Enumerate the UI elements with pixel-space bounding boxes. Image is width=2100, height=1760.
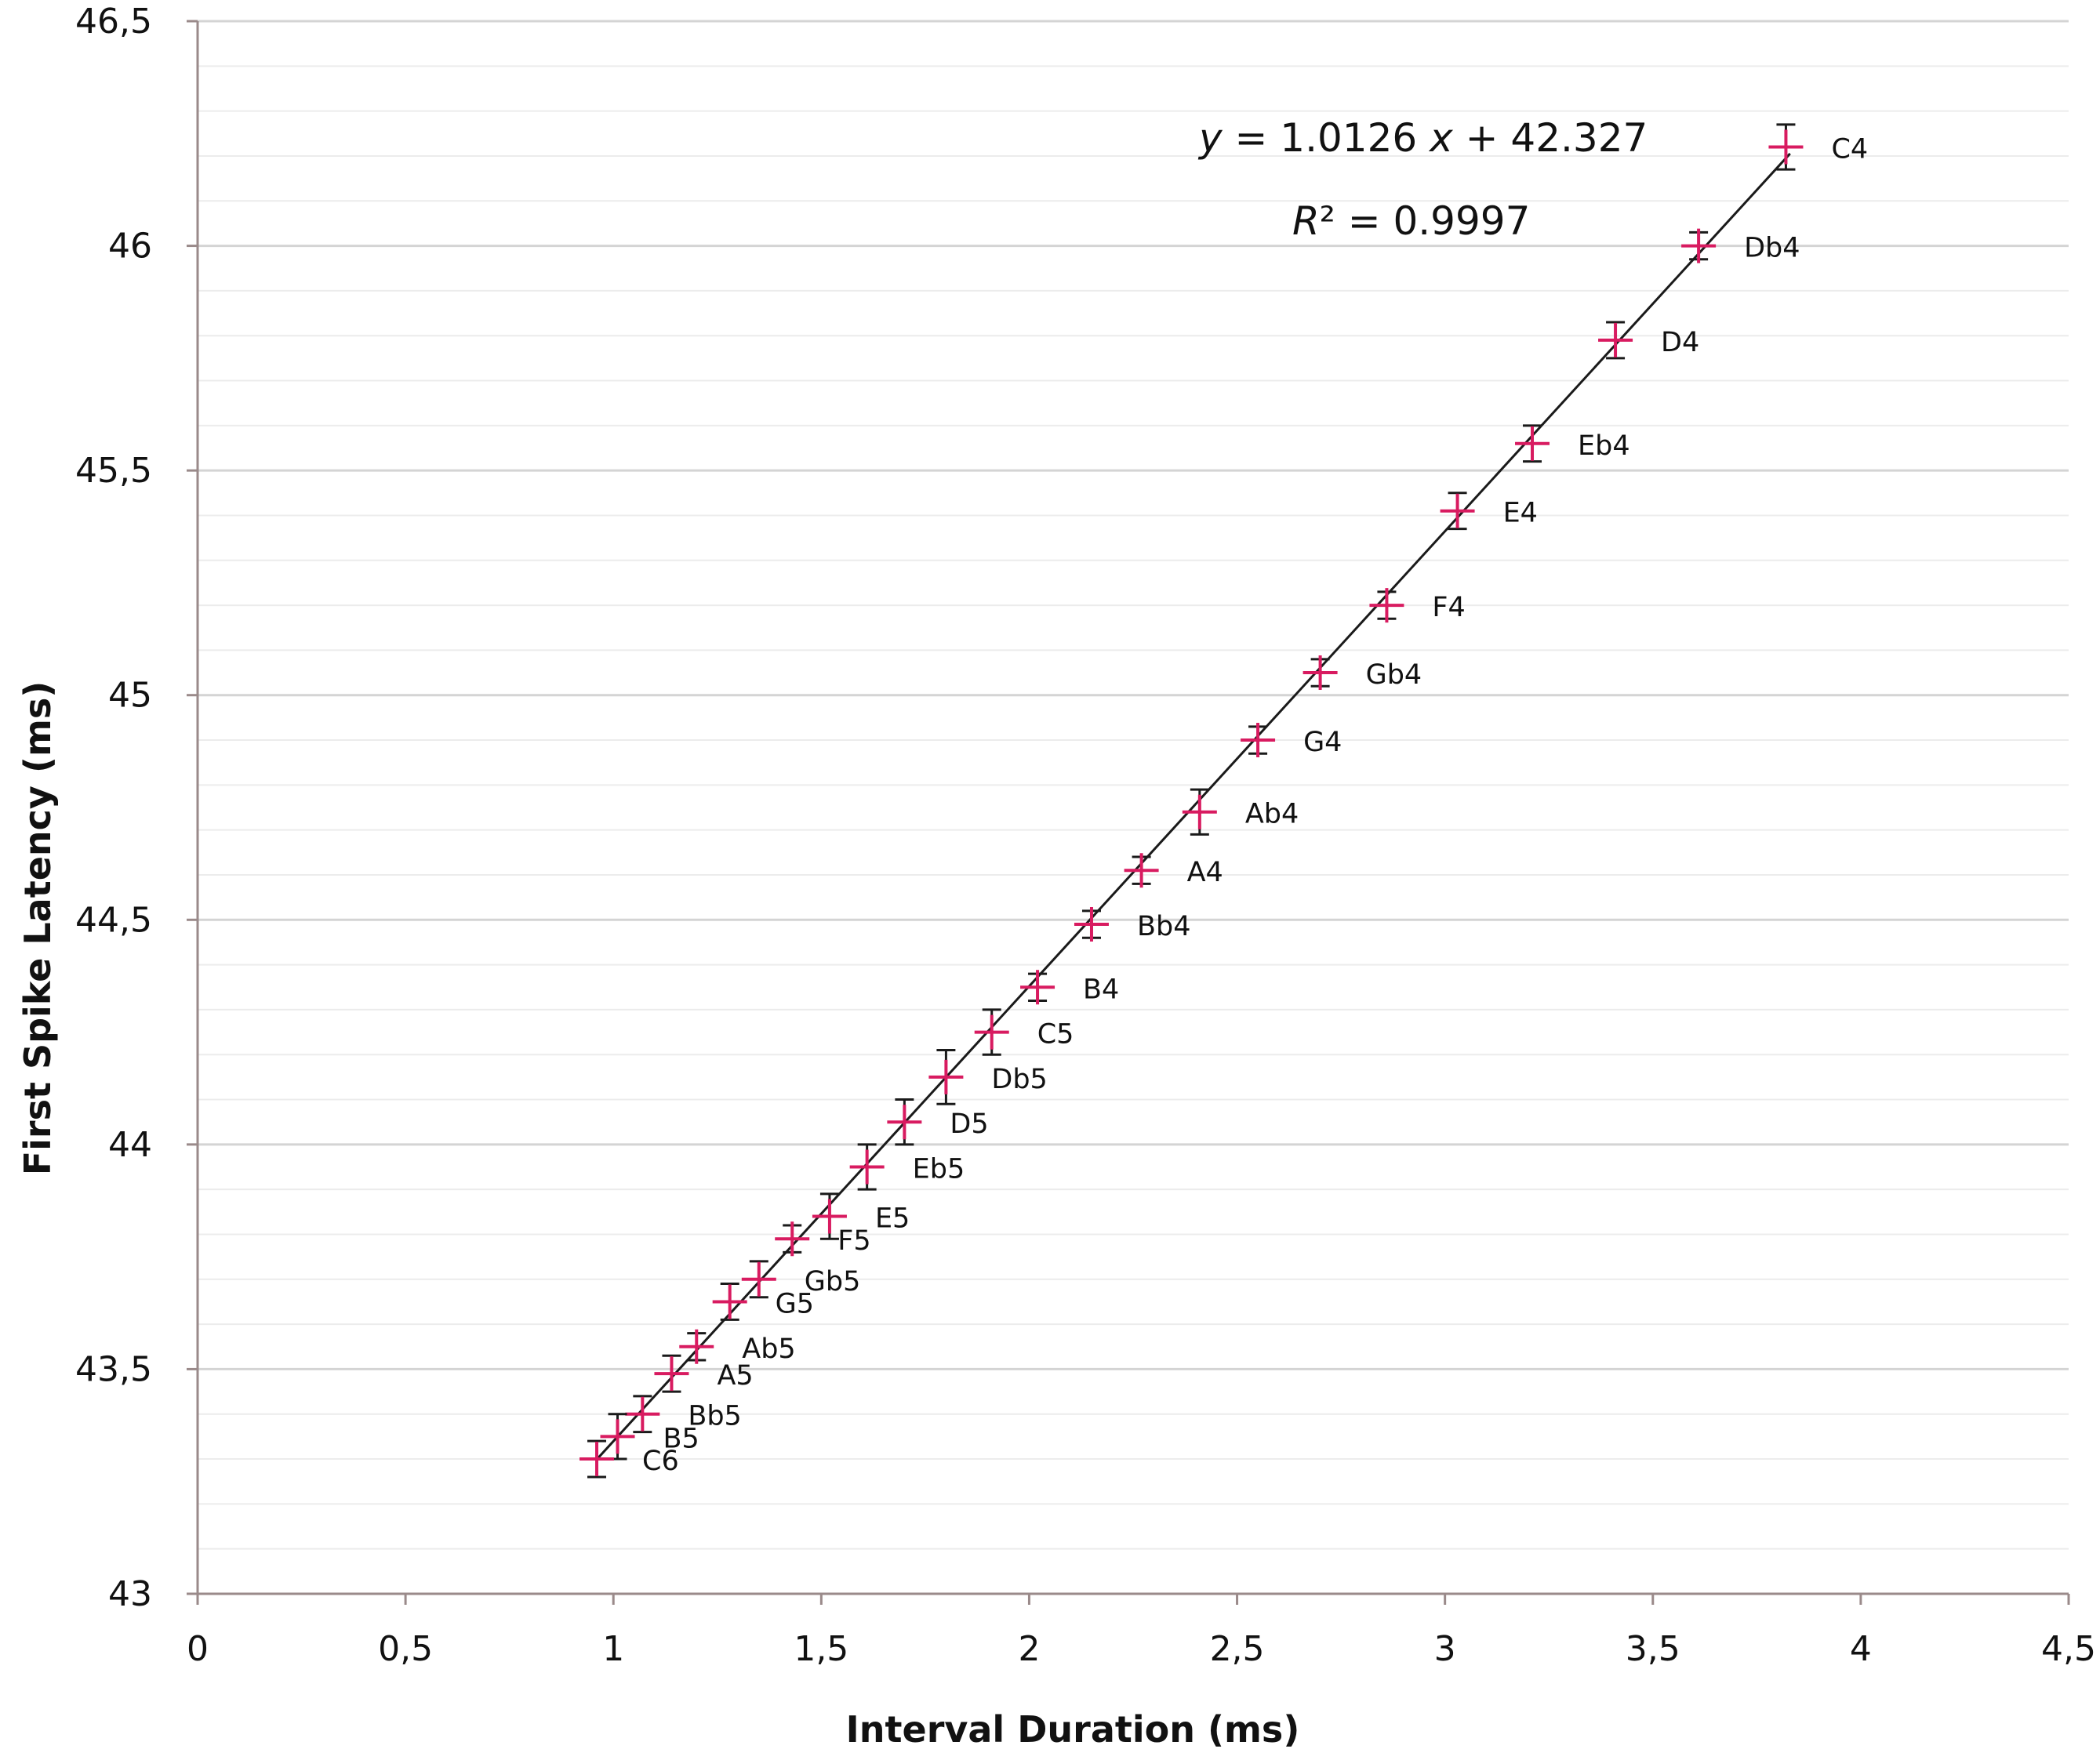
equation-x-symbol: x — [1428, 115, 1453, 161]
y-tick-label: 43 — [108, 1574, 152, 1614]
y-tick-label: 43,5 — [75, 1349, 152, 1389]
data-point-c5: C5 — [974, 1008, 1074, 1056]
data-point-eb5: Eb5 — [849, 1143, 965, 1191]
x-tick-label: 4 — [1850, 1629, 1872, 1669]
r-squared-value: ² = 0.9997 — [1320, 198, 1531, 244]
y-tick-label: 46 — [108, 227, 152, 267]
axes — [187, 20, 2070, 1605]
point-label: E5 — [875, 1203, 910, 1235]
point-label: F4 — [1432, 592, 1465, 623]
data-point-bb4: Bb4 — [1074, 907, 1191, 942]
point-label: B5 — [663, 1423, 699, 1454]
data-point-db4: Db4 — [1681, 228, 1800, 264]
y-tick-label: 44,5 — [75, 900, 152, 940]
data-point-eb4: Eb4 — [1515, 424, 1630, 463]
x-tick-label: 0 — [187, 1629, 209, 1669]
r-squared-symbol: R — [1292, 198, 1320, 244]
data-point-ab5: Ab5 — [679, 1329, 796, 1365]
data-point-gb5: Gb5 — [741, 1260, 861, 1299]
point-label: Ab5 — [742, 1334, 795, 1365]
y-tick-label: 45 — [108, 676, 152, 716]
data-point-g5: G5 — [712, 1283, 814, 1321]
data-point-d5: D5 — [887, 1098, 989, 1146]
equation-slope-text: = 1.0126 — [1223, 115, 1430, 161]
x-tick-label: 2,5 — [1210, 1629, 1265, 1669]
point-label: Gb5 — [805, 1266, 861, 1297]
equation-y-symbol: y — [1197, 115, 1223, 161]
x-tick-label: 3 — [1434, 1629, 1456, 1669]
point-label: C6 — [642, 1446, 679, 1477]
point-label: C5 — [1037, 1019, 1074, 1051]
trendline — [595, 152, 1791, 1461]
x-tick-label: 0,5 — [378, 1629, 433, 1669]
y-tick-label: 44 — [108, 1125, 152, 1165]
x-tick-label: 3,5 — [1626, 1629, 1680, 1669]
data-point-f5: F5 — [775, 1221, 871, 1257]
point-label: Db5 — [991, 1064, 1047, 1095]
data-point-db5: Db5 — [928, 1048, 1048, 1105]
point-label: F5 — [837, 1225, 870, 1257]
point-label: G4 — [1303, 727, 1342, 758]
data-point-a4: A4 — [1124, 853, 1223, 888]
y-tick-label: 46,5 — [75, 2, 152, 42]
point-label: D4 — [1661, 327, 1699, 358]
point-label: Gb4 — [1366, 659, 1422, 691]
point-label: Eb4 — [1578, 430, 1630, 462]
data-point-ab4: Ab4 — [1182, 788, 1299, 836]
x-tick-label: 1 — [602, 1629, 624, 1669]
point-label: A4 — [1187, 857, 1223, 888]
data-point-d4: D4 — [1598, 321, 1699, 360]
data-point-c6: C6 — [579, 1439, 679, 1479]
point-label: B4 — [1083, 974, 1119, 1005]
point-label: Bb5 — [688, 1401, 742, 1432]
data-point-gb4: Gb4 — [1303, 655, 1422, 691]
y-tick-label: 45,5 — [75, 451, 152, 491]
data-point-f4: F4 — [1369, 588, 1466, 623]
point-label: G5 — [776, 1288, 814, 1319]
data-point-a5: A5 — [654, 1354, 754, 1393]
data-point-g4: G4 — [1241, 723, 1342, 758]
point-label: Eb5 — [913, 1154, 965, 1185]
equation-intercept-text: + 42.327 — [1453, 115, 1648, 161]
point-label: C4 — [1831, 133, 1868, 165]
point-label: Ab4 — [1245, 799, 1299, 830]
data-point-b4: B4 — [1020, 970, 1119, 1005]
point-label: E4 — [1503, 498, 1538, 529]
r-squared-label: R² = 0.9997 — [1292, 198, 1530, 244]
point-label: A5 — [717, 1360, 753, 1392]
x-tick-label: 1,5 — [794, 1629, 848, 1669]
x-axis-title: Interval Duration (ms) — [846, 1708, 1300, 1751]
trendline-equation: y = 1.0126 x + 42.327 — [1197, 115, 1648, 161]
x-tick-label: 4,5 — [2041, 1629, 2096, 1669]
grid-lines — [198, 20, 2069, 1550]
x-tick-label: 2 — [1018, 1629, 1040, 1669]
data-point-bb5: Bb5 — [625, 1395, 742, 1434]
data-point-e4: E4 — [1440, 492, 1538, 531]
point-label: Db4 — [1744, 233, 1800, 264]
data-point-c4: C4 — [1768, 123, 1868, 171]
data-point-e5: E5 — [812, 1192, 910, 1240]
y-axis-title: First Spike Latency (ms) — [16, 681, 59, 1176]
point-label: D5 — [950, 1109, 988, 1140]
trendline-layer — [595, 152, 1791, 1461]
point-label: Bb4 — [1137, 911, 1191, 942]
